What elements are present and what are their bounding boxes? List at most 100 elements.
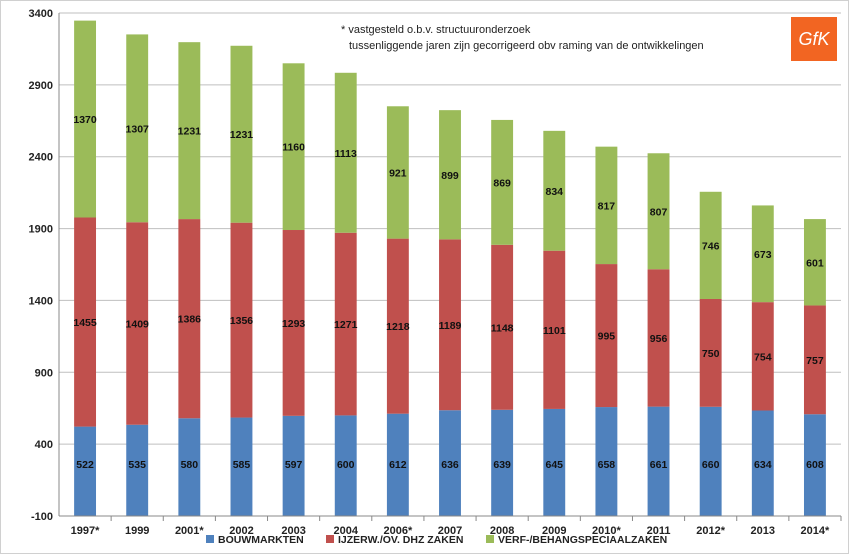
data-label: 995 — [598, 331, 616, 343]
annotations: * vastgesteld o.b.v. structuuronderzoek … — [341, 24, 704, 52]
data-label: 535 — [128, 459, 146, 471]
data-label: 661 — [650, 459, 668, 471]
legend-swatch — [206, 535, 214, 543]
data-label: 1160 — [282, 142, 305, 154]
bar-segment — [595, 407, 618, 516]
bar-segment — [74, 20, 97, 218]
bar-segment — [751, 302, 774, 411]
data-label: 956 — [650, 333, 668, 345]
data-label: 1231 — [178, 126, 202, 138]
data-label: 634 — [754, 459, 772, 471]
data-label: 1101 — [543, 325, 566, 337]
bar-segment — [543, 250, 566, 409]
data-label: 750 — [702, 348, 720, 360]
x-tick-label: 2004 — [333, 525, 358, 537]
x-tick-label: 2011 — [647, 525, 671, 537]
data-label: 899 — [441, 170, 459, 182]
bar-segment — [647, 406, 670, 516]
data-label: 601 — [806, 257, 824, 269]
bar-segment — [386, 106, 409, 239]
bar-segment — [751, 410, 774, 516]
bar-segment — [230, 45, 253, 223]
legend-swatch — [486, 535, 494, 543]
legend-swatch — [326, 535, 334, 543]
y-tick-label: 1900 — [29, 224, 53, 236]
bar-segment — [282, 230, 305, 416]
data-label: 746 — [702, 240, 720, 252]
data-label: 612 — [389, 459, 407, 471]
x-tick-label: 2002 — [229, 525, 253, 537]
data-label: 660 — [702, 459, 720, 471]
bar-segment — [595, 146, 618, 265]
bar-segment — [699, 406, 722, 516]
x-tick-label: 2001* — [175, 525, 204, 537]
bar-segment — [439, 239, 461, 411]
bar-segment — [439, 410, 461, 516]
bar-segment — [491, 244, 514, 410]
data-label: 580 — [181, 459, 199, 471]
bar-segment — [699, 191, 722, 299]
y-axis: -100 400 900 1400 1900 2400 2900 3400 — [29, 8, 60, 523]
data-label: 522 — [76, 459, 94, 471]
y-tick-label: 900 — [35, 367, 53, 379]
bar-segment — [595, 264, 618, 408]
data-label: 1356 — [230, 315, 254, 327]
legend-label: BOUWMARKTEN — [218, 534, 304, 546]
x-tick-label: 2014* — [801, 525, 830, 537]
x-tick-label: 2008 — [490, 525, 514, 537]
y-tick-label: 2400 — [29, 152, 53, 164]
data-label: 921 — [389, 167, 407, 179]
bar-segment — [178, 219, 201, 419]
y-tick-label: 3400 — [29, 8, 53, 20]
x-tick-label: 2006* — [383, 525, 412, 537]
bar-segment — [178, 418, 201, 516]
data-label: 1231 — [230, 129, 254, 141]
x-tick-label: 2013 — [751, 525, 775, 537]
x-tick-label: 2009 — [542, 525, 566, 537]
legend-label: VERF-/BEHANGSPECIAALZAKEN — [498, 534, 667, 546]
bar-segment — [439, 110, 461, 240]
bar-segment — [647, 153, 670, 270]
bar-segment — [386, 238, 409, 414]
data-label: 585 — [233, 459, 251, 471]
y-tick-label: 1400 — [29, 295, 53, 307]
y-tick-label: 400 — [35, 439, 53, 451]
data-label: 869 — [493, 177, 511, 189]
bar-segment — [74, 217, 97, 427]
data-label: 754 — [754, 351, 772, 363]
data-labels: 522 1455 1370 535 1409 1307 580 1386 1231 585 1356… — [73, 114, 823, 471]
data-label: 834 — [546, 186, 564, 198]
bar-segment — [699, 298, 722, 407]
bar-segment — [334, 72, 357, 233]
bar-segment — [230, 222, 253, 418]
data-label: 1189 — [439, 320, 462, 332]
bar-segment — [543, 408, 566, 516]
bar-segment — [74, 426, 97, 516]
data-label: 807 — [650, 206, 668, 218]
bar-segment — [386, 413, 409, 516]
bar-segment — [126, 34, 149, 223]
bar-segment — [491, 119, 514, 245]
data-label: 1293 — [282, 318, 306, 330]
data-label: 673 — [754, 249, 772, 261]
data-label: 639 — [493, 459, 511, 471]
bar-segment — [647, 269, 670, 407]
bar-segment — [178, 42, 201, 220]
bar-segment — [803, 219, 826, 306]
bar-segment — [126, 222, 149, 425]
bars — [74, 20, 826, 516]
data-label: 757 — [806, 355, 824, 367]
legend: BOUWMARKTEN IJZERW./OV. DHZ ZAKEN VERF-/BE… — [206, 534, 667, 546]
data-label: 608 — [806, 459, 824, 471]
bar-segment — [282, 63, 305, 231]
x-tick-label: 2003 — [281, 525, 305, 537]
bar-segment — [334, 415, 357, 516]
data-label: 1455 — [73, 317, 97, 329]
x-tick-label: 1999 — [125, 525, 149, 537]
bar-segment — [751, 205, 774, 303]
x-tick-label: 1997* — [71, 525, 100, 537]
data-label: 1148 — [491, 322, 514, 334]
x-axis: 1997* 1999 2001* 2002 2003 2004 2006* 2007 2008 2… — [59, 515, 842, 537]
